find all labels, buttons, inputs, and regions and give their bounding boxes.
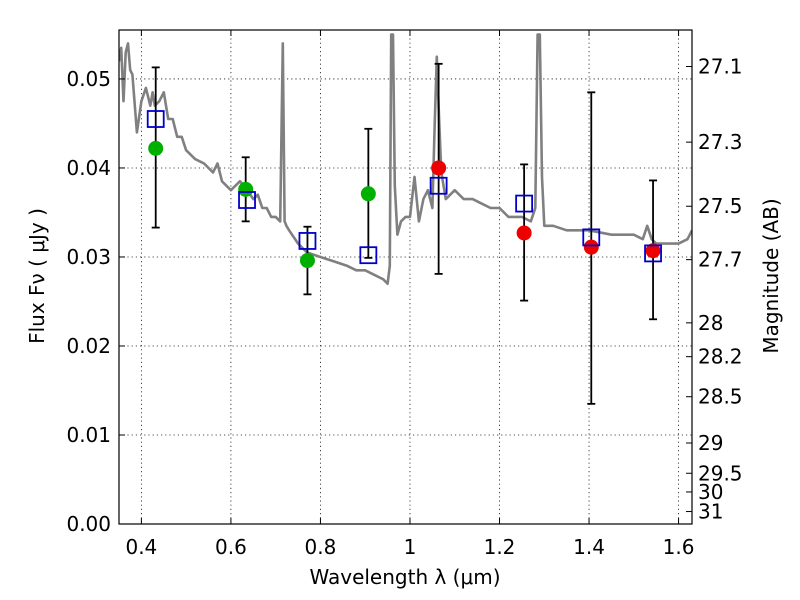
- magnitude-tick-label: 27.1: [698, 54, 743, 78]
- magnitude-tick-label: 28: [698, 311, 723, 335]
- observed-flux-point: [431, 160, 447, 176]
- magnitude-tick-label: 27.3: [698, 130, 743, 154]
- right-axis-label: Magnitude (AB): [759, 198, 783, 353]
- grid-lines: [119, 30, 692, 525]
- model-flux-square: [429, 176, 448, 195]
- x-axis-label: Wavelength λ (μm): [309, 565, 500, 589]
- model-flux-square: [238, 191, 256, 209]
- magnitude-tick-label: 29: [698, 431, 723, 455]
- x-tick-label: 1: [404, 535, 417, 559]
- y-tick-label: 0.03: [66, 245, 111, 269]
- model-spectrum-line: [119, 33, 692, 286]
- model-flux-square: [644, 244, 662, 263]
- x-tick-label: 0.6: [215, 535, 247, 559]
- y-tick-label: 0.01: [66, 423, 111, 447]
- model-flux-square: [582, 228, 601, 247]
- y-tick-label: 0.05: [66, 67, 111, 91]
- magnitude-tick-label: 28.5: [698, 385, 743, 409]
- model-flux-square: [146, 110, 165, 128]
- y-tick-label: 0.00: [66, 512, 111, 536]
- axis-ticks: 0.4 0.6 0.8 1 1.2 1.4 1.6 0.00 0.01 0.02 0.03 0.04 0…: [66, 30, 743, 559]
- magnitude-tick-label: 29.5: [698, 461, 743, 485]
- x-tick-label: 1.6: [663, 535, 695, 559]
- magnitude-tick-label: 31: [698, 500, 723, 524]
- x-tick-label: 0.4: [125, 535, 157, 559]
- observed-flux-point: [583, 239, 599, 255]
- observed-flux-point: [299, 253, 315, 269]
- x-tick-label: 1.4: [573, 535, 605, 559]
- plot-frame: [118, 29, 693, 525]
- y-axis-label: Flux Fν ( μJy ): [25, 208, 49, 344]
- magnitude-tick-label: 27.7: [698, 248, 743, 272]
- model-flux-square: [515, 194, 534, 213]
- x-tick-label: 1.2: [484, 535, 516, 559]
- magnitude-tick-label: 27.5: [698, 194, 743, 218]
- observed-flux-point: [516, 225, 532, 241]
- model-flux-square: [359, 246, 378, 265]
- magnitude-tick-label: 30: [698, 480, 723, 504]
- x-tick-label: 0.8: [305, 535, 337, 559]
- observed-flux-point: [148, 140, 164, 156]
- data-series: [119, 33, 692, 405]
- y-tick-label: 0.04: [66, 156, 111, 180]
- magnitude-tick-label: 28.2: [698, 345, 743, 369]
- observed-flux-point: [360, 186, 376, 202]
- plot-area: [119, 33, 692, 405]
- model-flux-square: [298, 232, 317, 250]
- observed-flux-point: [238, 181, 254, 197]
- observed-flux-point: [645, 243, 661, 259]
- y-tick-label: 0.02: [66, 334, 111, 358]
